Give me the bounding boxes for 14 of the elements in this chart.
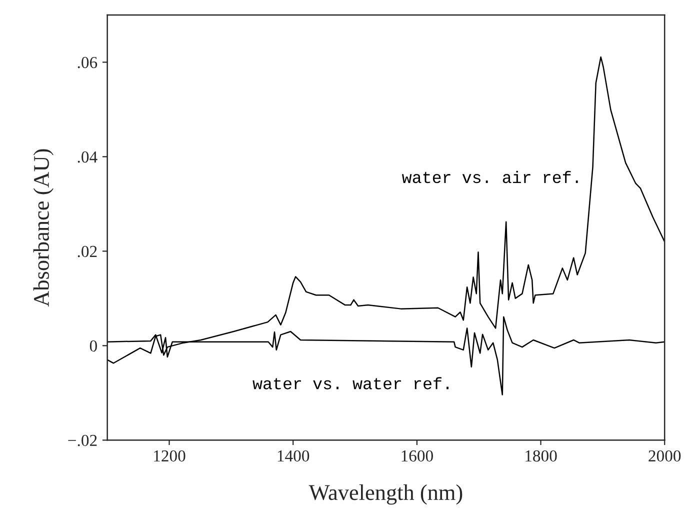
x-tick-label: 1400	[278, 450, 310, 462]
x-axis-title: Wavelength (nm)	[308, 484, 462, 505]
x-tick-label: 1600	[402, 450, 433, 462]
y-axis-title: Absorbance (AU)	[33, 149, 54, 307]
x-tick-label: 1200	[154, 450, 186, 462]
y-tick-label: −.02	[68, 434, 97, 446]
x-tick-label: 1800	[526, 450, 557, 462]
y-tick-label: .04	[78, 151, 98, 163]
y-tick-label: 0	[90, 340, 97, 352]
y-tick-label: .06	[78, 56, 98, 68]
x-tick-label: 2000	[648, 450, 681, 462]
series-label: water vs. air ref.	[402, 170, 578, 184]
y-tick-label: .02	[78, 246, 97, 258]
series-label: water vs. water ref.	[252, 377, 448, 390]
